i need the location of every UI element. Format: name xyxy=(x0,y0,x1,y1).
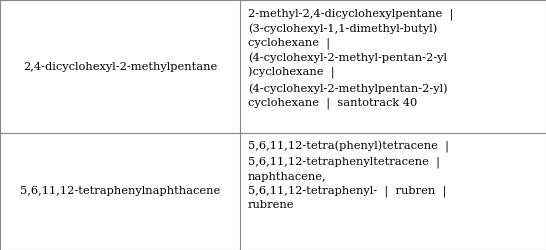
Text: 5,6,11,12-tetraphenylnaphthacene: 5,6,11,12-tetraphenylnaphthacene xyxy=(20,186,220,196)
Text: 2,4-dicyclohexyl-2-methylpentane: 2,4-dicyclohexyl-2-methylpentane xyxy=(23,62,217,72)
Text: 5,6,11,12-tetra(phenyl)tetracene  |
5,6,11,12-tetraphenyltetracene  |
naphthacen: 5,6,11,12-tetra(phenyl)tetracene | 5,6,1… xyxy=(248,141,449,210)
Text: 2-methyl-2,4-dicyclohexylpentane  |
(3-cyclohexyl-1,1-dimethyl-butyl)
cyclohexan: 2-methyl-2,4-dicyclohexylpentane | (3-cy… xyxy=(248,8,453,109)
